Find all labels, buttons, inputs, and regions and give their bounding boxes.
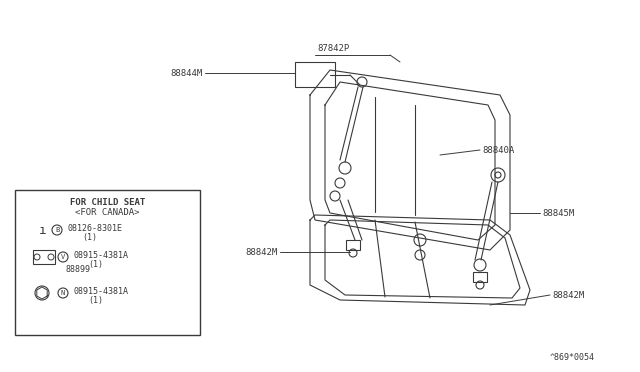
Bar	[473, 272, 487, 282]
Text: 87842P: 87842P	[317, 44, 349, 53]
Text: (1): (1)	[88, 295, 103, 305]
Text: ı: ı	[39, 224, 47, 237]
Text: B: B	[55, 227, 59, 233]
Text: (1): (1)	[82, 232, 97, 241]
Text: ^869*0054: ^869*0054	[550, 353, 595, 362]
Text: FOR CHILD SEAT: FOR CHILD SEAT	[70, 198, 145, 206]
Text: 88842M: 88842M	[552, 291, 584, 299]
Bar	[15, 190, 200, 335]
Text: 88845M: 88845M	[542, 208, 574, 218]
Bar	[346, 240, 360, 250]
Text: 88842M: 88842M	[246, 247, 278, 257]
Text: (1): (1)	[88, 260, 103, 269]
Text: N: N	[61, 290, 65, 296]
Text: 08915-4381A: 08915-4381A	[73, 286, 128, 295]
Text: 88840A: 88840A	[482, 145, 515, 154]
Bar	[33, 250, 55, 264]
Text: V: V	[61, 254, 65, 260]
Text: <FOR CANADA>: <FOR CANADA>	[76, 208, 140, 217]
Text: 08915-4381A: 08915-4381A	[73, 250, 128, 260]
Text: 08126-8301E: 08126-8301E	[67, 224, 122, 232]
Text: 88899: 88899	[65, 266, 90, 275]
Bar	[295, 62, 335, 87]
Text: 88844M: 88844M	[171, 68, 203, 77]
